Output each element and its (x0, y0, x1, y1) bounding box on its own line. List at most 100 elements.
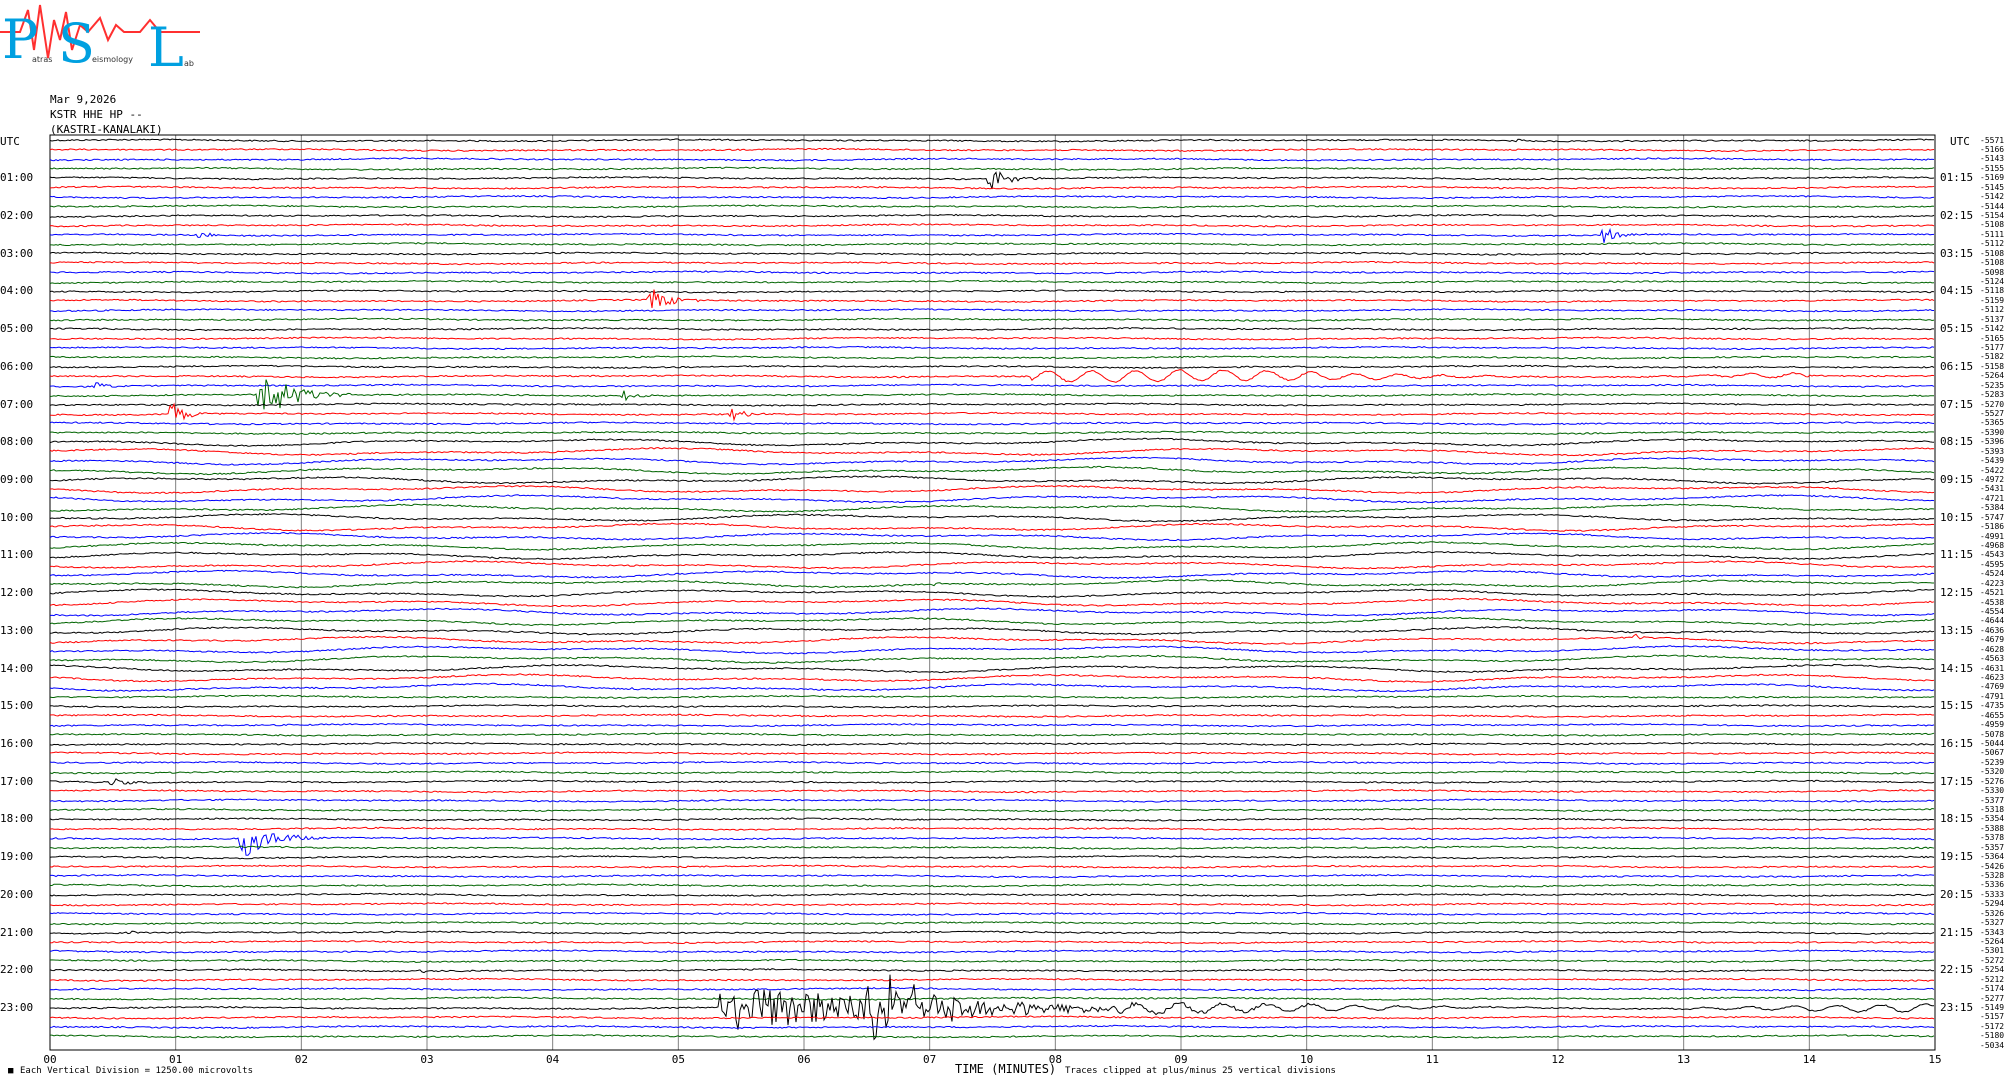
trace-line (49, 855, 1935, 860)
trace-level-label: -5112 (1980, 305, 2005, 315)
trace-line (49, 379, 1934, 410)
trace-level-label: -5378 (1980, 833, 2005, 843)
trace-level-label: -4735 (1980, 701, 2005, 711)
x-tick-label: 03 (420, 1053, 434, 1066)
right-time-label: 20:15 (1940, 887, 1974, 901)
right-time-label: 08:15 (1940, 435, 1974, 449)
trace-line (49, 289, 1935, 308)
trace-level-label: -5327 (1980, 918, 2005, 928)
trace-line (49, 279, 1935, 285)
trace-level-label: -5393 (1980, 446, 2005, 456)
trace-line (49, 645, 1935, 655)
trace-level-label: -5098 (1980, 267, 2005, 277)
left-time-label: 05:00 (0, 322, 34, 336)
trace-level-label: -5182 (1980, 352, 2005, 362)
x-tick-label: 06 (797, 1053, 811, 1066)
left-time-label: 07:00 (0, 397, 34, 411)
trace-line (49, 541, 1935, 551)
trace-level-label: -5264 (1980, 371, 2005, 381)
trace-level-label: -5108 (1980, 258, 2005, 268)
trace-line (49, 270, 1935, 275)
logo-letter-p: P (2, 8, 38, 71)
right-time-label: 15:15 (1940, 699, 1974, 713)
trace-line (49, 833, 1935, 856)
trace-line (49, 732, 1935, 737)
x-tick-label: 12 (1551, 1053, 1565, 1066)
trace-line (49, 213, 1935, 219)
trace-line (49, 741, 1935, 747)
left-time-label: 11:00 (0, 548, 34, 562)
trace-level-label: -5301 (1980, 946, 2005, 956)
trace-line (50, 883, 1935, 888)
trace-level-label: -5276 (1980, 776, 2005, 786)
trace-line (49, 873, 1935, 879)
right-time-label: 10:15 (1940, 510, 1974, 524)
left-time-label: 14:00 (0, 661, 34, 675)
trace-line (49, 673, 1935, 683)
trace-line (49, 704, 1935, 709)
trace-level-label: -4538 (1980, 597, 2005, 607)
x-tick-label: 11 (1425, 1053, 1439, 1066)
trace-line (49, 569, 1935, 580)
plot-frame (49, 134, 1936, 1051)
trace-level-label: -5124 (1980, 276, 2005, 286)
trace-line (49, 531, 1935, 541)
trace-level-label: -5357 (1980, 842, 2005, 852)
trace-level-label: -5177 (1980, 342, 2005, 352)
left-time-label: 08:00 (0, 435, 34, 449)
trace-level-label: -5527 (1980, 408, 2005, 418)
x-tick-label: 04 (546, 1053, 560, 1066)
right-time-label: 22:15 (1940, 963, 1974, 977)
trace-line (49, 251, 1935, 256)
trace-level-label: -5212 (1980, 974, 2005, 984)
trace-line (49, 382, 1935, 389)
trace-line (49, 949, 1935, 954)
left-time-label: 13:00 (0, 623, 34, 637)
trace-line (49, 475, 1935, 485)
trace-line (49, 494, 1935, 504)
left-time-label: 23:00 (0, 1001, 34, 1015)
trace-level-label: -4644 (1980, 616, 2005, 626)
x-tick-label: 07 (923, 1053, 937, 1066)
trace-level-label: -5145 (1980, 182, 2005, 192)
x-tick-label: 13 (1677, 1053, 1691, 1066)
trace-line (49, 1015, 1935, 1020)
left-time-label: 12:00 (0, 586, 34, 600)
trace-level-label: -4524 (1980, 569, 2005, 579)
trace-line (49, 317, 1935, 322)
trace-line (49, 185, 1935, 190)
trace-line (49, 157, 1935, 162)
trace-level-label: -5571 (1980, 135, 2005, 145)
trace-level-label: -5118 (1980, 286, 2005, 296)
footer-clip-note: Traces clipped at plus/minus 25 vertical… (1065, 1066, 1336, 1076)
right-time-label: 19:15 (1940, 850, 1974, 864)
trace-level-label: -5165 (1980, 333, 2005, 343)
left-time-label: 16:00 (0, 737, 34, 751)
left-time-label: 02:00 (0, 208, 34, 222)
trace-line (49, 911, 1935, 916)
trace-line (49, 327, 1934, 332)
trace-line (49, 751, 1935, 756)
trace-line (49, 465, 1935, 476)
x-tick-label: 09 (1174, 1053, 1188, 1066)
trace-level-label: -5154 (1980, 210, 2005, 220)
trace-line (49, 958, 1934, 964)
left-time-label: 20:00 (0, 887, 34, 901)
right-time-label: 06:15 (1940, 359, 1974, 373)
trace-level-label: -5390 (1980, 427, 2005, 437)
trace-level-label: -5112 (1980, 239, 2005, 249)
trace-line (49, 166, 1935, 171)
right-utc-label: UTC (1950, 135, 1970, 148)
trace-line (49, 770, 1935, 775)
trace-line (49, 550, 1935, 561)
trace-level-label: -5343 (1980, 927, 2005, 937)
trace-line (50, 788, 1935, 794)
trace-level-label: -5108 (1980, 220, 2005, 230)
trace-line (49, 940, 1935, 945)
trace-level-label: -4543 (1980, 550, 2005, 560)
trace-level-label: -5396 (1980, 437, 2005, 447)
trace-line (49, 345, 1935, 351)
right-time-label: 05:15 (1940, 322, 1974, 336)
trace-level-label: -5320 (1980, 767, 2005, 777)
trace-level-label: -5143 (1980, 154, 2005, 164)
